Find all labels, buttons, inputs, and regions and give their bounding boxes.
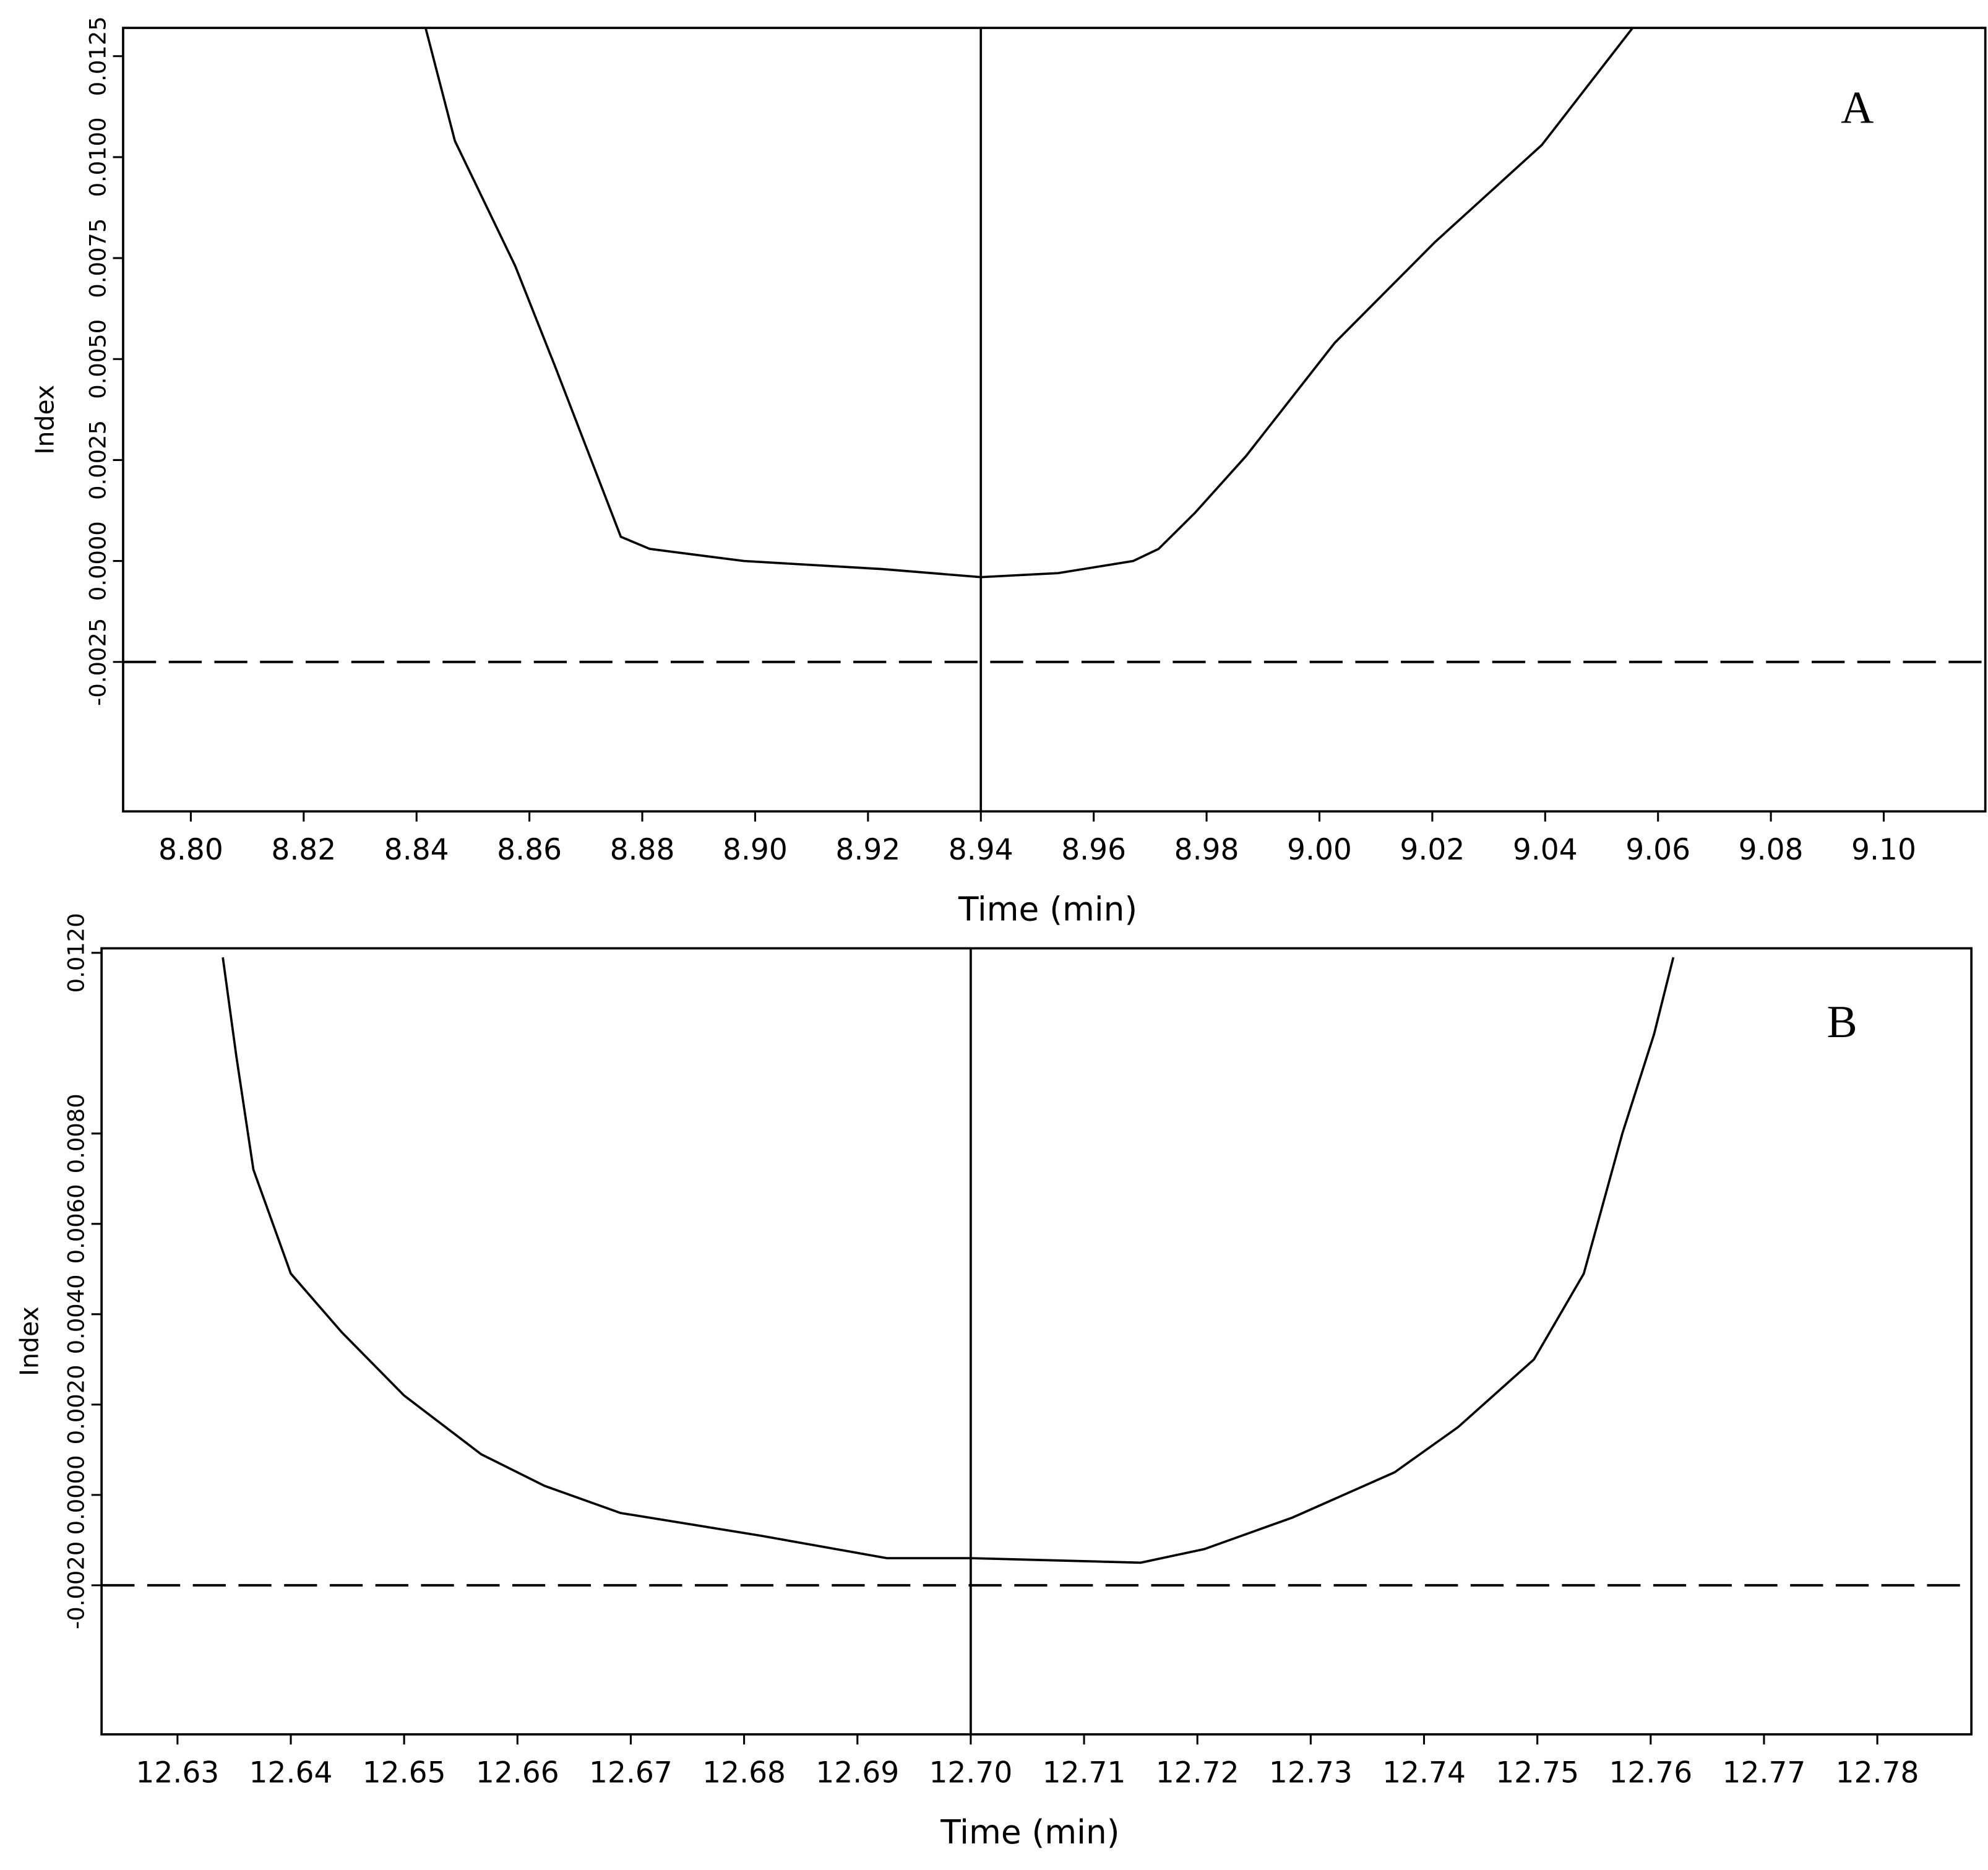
x-tick-label: 8.88 bbox=[610, 833, 675, 867]
y-tick-label: 0.0020 bbox=[62, 1364, 89, 1444]
x-tick-label: 9.04 bbox=[1513, 833, 1578, 867]
data-line bbox=[222, 957, 1675, 1564]
chart-panel: 12.63 12.64 12.65 12.66 12.67 12.68 12.69 12.70… bbox=[15, 913, 1973, 1851]
y-tick-label: 0.0040 bbox=[62, 1274, 89, 1354]
x-tick-label: 12.68 bbox=[702, 1756, 786, 1790]
y-axis-label: Index bbox=[30, 385, 59, 455]
x-tick-label: 8.96 bbox=[1061, 833, 1126, 867]
x-tick-label: 8.94 bbox=[949, 833, 1013, 867]
x-axis-label: Time (min) bbox=[940, 1813, 1119, 1851]
x-tick-label: 8.98 bbox=[1174, 833, 1239, 867]
y-tick-label: 0.0075 bbox=[84, 218, 111, 298]
x-tick-label: 12.66 bbox=[476, 1756, 559, 1790]
x-tick-label: 8.92 bbox=[835, 833, 900, 867]
x-tick-label: 12.77 bbox=[1723, 1756, 1806, 1790]
y-tick-label: -0.0020 bbox=[62, 1541, 89, 1629]
x-tick-label: 8.84 bbox=[384, 833, 449, 867]
y-tick-label: 0.0100 bbox=[84, 117, 111, 197]
y-tick-label: 0.0125 bbox=[84, 16, 111, 96]
y-tick-label: 0.0120 bbox=[62, 913, 89, 993]
x-tick-label: 8.86 bbox=[497, 833, 562, 867]
x-tick-label: 12.63 bbox=[136, 1756, 219, 1790]
x-tick-label: 9.10 bbox=[1851, 833, 1916, 867]
x-tick-label: 12.64 bbox=[249, 1756, 333, 1790]
y-tick-label: 0.0080 bbox=[62, 1093, 89, 1173]
x-tick-label: 12.65 bbox=[363, 1756, 446, 1790]
x-tick-label: 12.67 bbox=[589, 1756, 673, 1790]
y-tick-label: 0.0025 bbox=[84, 420, 111, 500]
x-tick-label: 12.74 bbox=[1382, 1756, 1466, 1790]
y-tick-label: -0.0025 bbox=[84, 618, 111, 706]
y-axis-label: Index bbox=[15, 1306, 45, 1376]
x-tick-label: 12.72 bbox=[1156, 1756, 1239, 1790]
x-tick-label: 12.69 bbox=[815, 1756, 899, 1790]
x-tick-label: 8.82 bbox=[271, 833, 336, 867]
x-tick-label: 8.90 bbox=[723, 833, 788, 867]
x-tick-label: 12.71 bbox=[1043, 1756, 1126, 1790]
plot-frame bbox=[100, 947, 1973, 1736]
x-tick-label: 9.08 bbox=[1739, 833, 1804, 867]
x-axis-label: Time (min) bbox=[958, 890, 1137, 928]
y-tick-label: 0.0000 bbox=[62, 1455, 89, 1535]
x-tick-label: 9.02 bbox=[1400, 833, 1465, 867]
x-tick-label: 12.78 bbox=[1836, 1756, 1919, 1790]
panel-label: A bbox=[1841, 82, 1874, 133]
x-tick-label: 8.80 bbox=[158, 833, 223, 867]
plot-frame bbox=[122, 27, 1987, 813]
x-tick-label: 12.76 bbox=[1609, 1756, 1692, 1790]
x-tick-label: 12.75 bbox=[1495, 1756, 1579, 1790]
x-tick-label: 9.00 bbox=[1287, 833, 1352, 867]
x-tick-label: 12.70 bbox=[929, 1756, 1012, 1790]
x-tick-label: 9.06 bbox=[1625, 833, 1690, 867]
data-line bbox=[424, 28, 1634, 579]
chart-panel: 8.80 8.82 8.84 8.86 8.88 8.90 8.92 8.94 8.96 8.98… bbox=[30, 16, 1987, 928]
y-tick-label: 0.0000 bbox=[84, 521, 111, 601]
x-tick-label: 12.73 bbox=[1269, 1756, 1353, 1790]
panel-label: B bbox=[1827, 996, 1857, 1047]
y-tick-label: 0.0060 bbox=[62, 1184, 89, 1264]
y-tick-label: 0.0050 bbox=[84, 319, 111, 399]
